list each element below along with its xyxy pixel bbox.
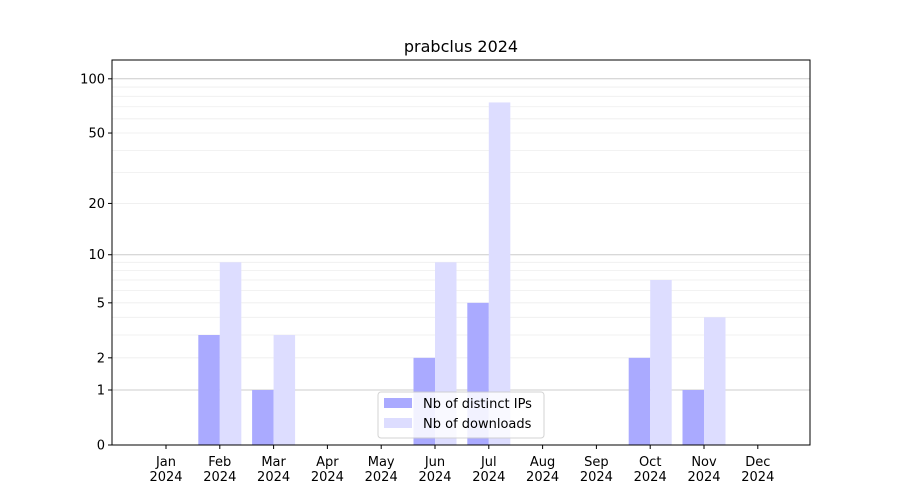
y-tick-label: 100: [80, 72, 105, 87]
legend-swatch: [384, 418, 412, 428]
bar-downloads: [650, 280, 672, 445]
chart-title: prabclus 2024: [404, 37, 518, 56]
y-tick-label: 0: [97, 439, 105, 454]
bar-distinct-ips: [682, 390, 704, 445]
x-tick-label: Jun: [424, 455, 445, 470]
legend-box: [377, 391, 545, 439]
x-tick-label: 2024: [203, 470, 236, 485]
bar-downloads: [704, 317, 726, 445]
bar-downloads: [273, 335, 296, 445]
y-tick-label: 10: [88, 248, 105, 263]
x-tick-label: Feb: [208, 455, 231, 470]
x-tick-label: Sep: [584, 455, 609, 470]
x-tick-label: 2024: [526, 470, 559, 485]
x-tick-label: 2024: [257, 470, 290, 485]
x-tick-label: 2024: [149, 470, 182, 485]
x-tick-label: Apr: [316, 455, 339, 470]
x-tick-label: 2024: [365, 470, 398, 485]
y-tick-label: 50: [88, 127, 105, 142]
x-tick-label: Nov: [691, 455, 717, 470]
plot-frame: [111, 59, 811, 446]
x-tick-label: Mar: [261, 455, 286, 470]
x-tick-label: 2024: [580, 470, 613, 485]
x-tick-label: Jan: [155, 455, 176, 470]
x-tick-label: Dec: [745, 455, 770, 470]
x-tick-label: 2024: [472, 470, 505, 485]
x-tick-label: Aug: [530, 455, 555, 470]
x-tick-label: May: [368, 455, 395, 470]
bar-distinct-ips: [628, 357, 651, 445]
bar-downloads: [219, 262, 242, 445]
x-tick-label: 2024: [741, 470, 774, 485]
y-tick-label: 5: [97, 296, 105, 311]
x-tick-label: 2024: [311, 470, 344, 485]
y-tick-label: 2: [97, 351, 105, 366]
legend: Nb of distinct IPs Nb of downloads: [377, 391, 545, 439]
y-tick-label: 20: [88, 197, 105, 212]
legend-label: Nb of downloads: [423, 417, 532, 432]
bar-distinct-ips: [198, 335, 220, 445]
x-tick-label: 2024: [418, 470, 451, 485]
legend-label: Nb of distinct IPs: [423, 397, 532, 412]
x-tick-label: Jul: [480, 455, 497, 470]
bar-distinct-ips: [252, 390, 274, 445]
x-tick-label: 2024: [687, 470, 720, 485]
bar-downloads: [488, 102, 511, 446]
x-tick-label: 2024: [634, 470, 667, 485]
x-tick-label: Oct: [639, 455, 661, 470]
y-tick-label: 1: [97, 384, 105, 399]
legend-swatch: [384, 398, 412, 408]
